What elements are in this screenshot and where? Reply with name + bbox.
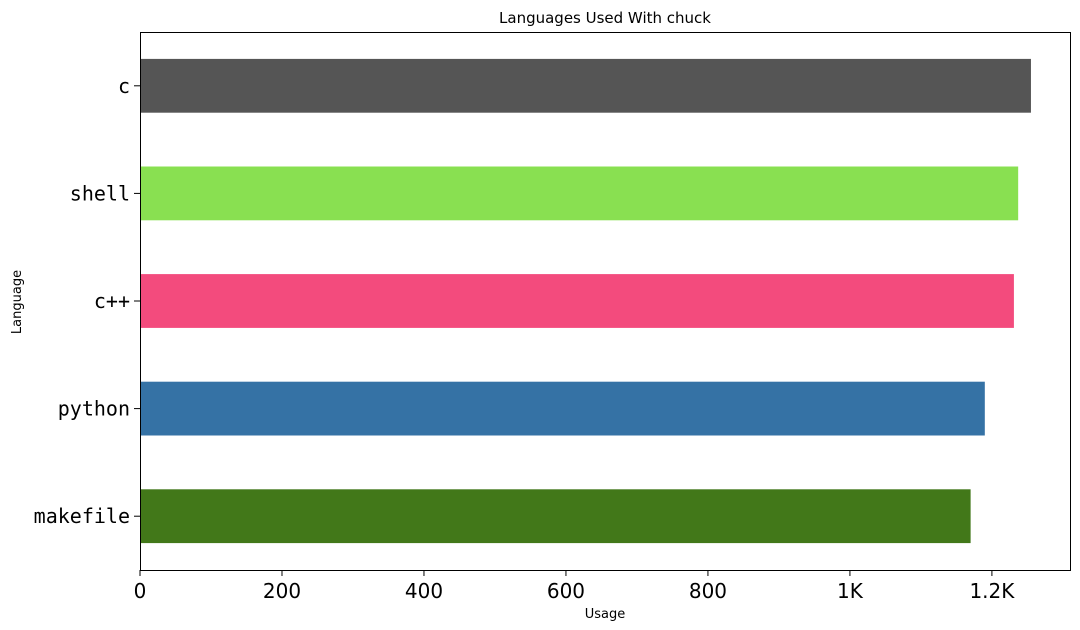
y-tick-label: python: [58, 397, 130, 421]
bars: [140, 58, 1031, 544]
x-tick-label: 200: [263, 579, 301, 603]
plot-frame: [140, 32, 1071, 571]
bar-c: [140, 58, 1031, 113]
x-axis-ticks: 0 200 400 600 800 1K 1.2K: [134, 570, 1015, 603]
y-tick-label: c: [118, 74, 130, 98]
y-axis-label: Language: [10, 270, 25, 334]
bar-cplus: [140, 274, 1014, 328]
x-axis-label: Usage: [585, 607, 626, 622]
chart-title: Languages Used With chuck: [499, 9, 711, 27]
bar-shell: [140, 166, 1019, 221]
y-axis-ticks: c shell c++ python makefile: [34, 74, 140, 528]
y-tick-label: makefile: [34, 504, 130, 528]
bar-makefile: [140, 489, 971, 544]
x-tick-label: 1.2K: [969, 579, 1015, 603]
y-tick-label: c++: [94, 289, 130, 313]
x-tick-label: 800: [689, 579, 727, 603]
x-tick-label: 600: [547, 579, 585, 603]
x-tick-label: 0: [134, 579, 147, 603]
bar-python: [140, 381, 985, 436]
x-tick-label: 1K: [837, 579, 864, 603]
y-tick-label: shell: [70, 181, 130, 205]
x-tick-label: 400: [405, 579, 443, 603]
